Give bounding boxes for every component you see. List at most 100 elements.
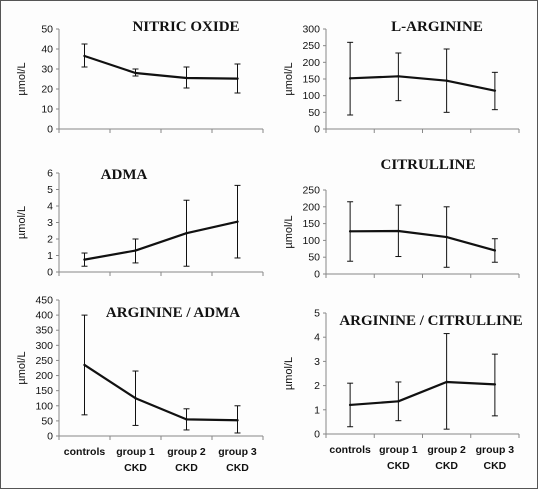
data-point bbox=[134, 71, 137, 75]
y-tick-label: 1 bbox=[314, 404, 320, 416]
chart-title: ADMA bbox=[101, 167, 148, 183]
data-point bbox=[445, 380, 448, 384]
data-point bbox=[236, 220, 239, 223]
data-point bbox=[185, 76, 188, 80]
y-tick-label: 200 bbox=[302, 201, 320, 213]
y-tick-label: 450 bbox=[35, 295, 53, 307]
y-tick-label: 5 bbox=[314, 308, 320, 320]
x-tick-label: group 3 bbox=[218, 446, 257, 458]
y-tick-label: 6 bbox=[47, 168, 53, 180]
data-point bbox=[397, 75, 400, 78]
data-point bbox=[134, 397, 137, 400]
data-point bbox=[348, 403, 352, 407]
y-tick-label: 100 bbox=[35, 400, 53, 412]
y-tick-label: 0 bbox=[47, 267, 53, 279]
chart-title: NITRIC OXIDE bbox=[132, 19, 239, 35]
x-tick-label: group 2 bbox=[167, 446, 206, 458]
y-tick-label: 3 bbox=[47, 217, 53, 229]
y-tick-label: 300 bbox=[302, 24, 320, 36]
data-point bbox=[236, 419, 239, 422]
series-line bbox=[350, 75, 496, 92]
x-tick-label: controls bbox=[329, 444, 371, 456]
data-point bbox=[348, 230, 352, 233]
y-tick-label: 250 bbox=[302, 185, 320, 197]
series-line bbox=[83, 364, 238, 422]
x-tick-label: CKD bbox=[226, 462, 249, 474]
y-tick-label: 250 bbox=[35, 355, 53, 367]
y-tick-label: 0 bbox=[314, 269, 320, 281]
y-axis-label: µmol/L bbox=[16, 206, 28, 239]
y-tick-label: 300 bbox=[35, 340, 53, 352]
y-axis-label: µmol/L bbox=[283, 215, 295, 248]
data-point bbox=[397, 229, 400, 233]
y-tick-label: 2 bbox=[314, 380, 320, 392]
x-tick-label: CKD bbox=[175, 462, 198, 474]
series-line bbox=[350, 380, 495, 407]
chart-panel: 0 50 100 150 200 250 µmol/L CITRULLINE bbox=[283, 157, 520, 281]
y-tick-label: 200 bbox=[35, 370, 53, 382]
data-point bbox=[445, 79, 448, 82]
y-tick-label: 1 bbox=[47, 250, 53, 262]
series-line bbox=[84, 220, 238, 261]
y-tick-label: 250 bbox=[302, 40, 320, 52]
y-tick-label: 50 bbox=[41, 415, 53, 427]
y-tick-label: 0 bbox=[47, 124, 53, 136]
x-tick-label: group 1 bbox=[379, 444, 418, 456]
chart-panel: 0 10 20 30 40 50 µmol/L NITRIC OXIDE bbox=[16, 19, 264, 136]
chart-panel: 0 1 2 3 4 5 6 µmol/L ADMA bbox=[16, 167, 264, 279]
series-line bbox=[84, 54, 238, 80]
y-tick-label: 100 bbox=[302, 90, 320, 102]
chart-panel: 0 50 100 150 200 250 300 350 400 450 µmol/L ARGININ… bbox=[16, 295, 264, 474]
data-point bbox=[185, 418, 188, 421]
y-tick-label: 150 bbox=[302, 218, 320, 230]
data-point bbox=[397, 400, 400, 403]
y-tick-label: 2 bbox=[47, 234, 53, 246]
y-axis-label: µmol/L bbox=[16, 62, 28, 95]
y-tick-label: 50 bbox=[308, 107, 320, 119]
y-axis-label: µmol/L bbox=[283, 62, 295, 95]
y-tick-label: 0 bbox=[47, 431, 53, 443]
y-tick-label: 400 bbox=[35, 310, 53, 322]
series-line bbox=[350, 229, 496, 252]
y-tick-label: 20 bbox=[41, 84, 53, 96]
x-tick-label: CKD bbox=[484, 460, 507, 472]
x-tick-label: CKD bbox=[124, 462, 147, 474]
data-point bbox=[134, 249, 137, 252]
data-point bbox=[185, 232, 188, 235]
data-point bbox=[493, 383, 497, 386]
y-tick-label: 10 bbox=[41, 104, 53, 116]
chart-title: L-ARGININE bbox=[391, 19, 483, 35]
chart-title: ARGININE / ADMA bbox=[106, 305, 240, 321]
data-point bbox=[445, 235, 448, 239]
x-tick-label: group 2 bbox=[427, 444, 466, 456]
x-tick-label: group 3 bbox=[476, 444, 515, 456]
y-tick-label: 4 bbox=[314, 332, 320, 344]
y-tick-label: 150 bbox=[35, 385, 53, 397]
y-axis-label: µmol/L bbox=[16, 351, 28, 384]
chart-title: CITRULLINE bbox=[380, 157, 475, 173]
data-point bbox=[83, 363, 86, 367]
x-tick-label: controls bbox=[64, 446, 106, 458]
chart-title: ARGININE / CITRULLINE bbox=[339, 313, 522, 329]
x-tick-label: CKD bbox=[435, 460, 458, 472]
data-point bbox=[348, 77, 352, 80]
y-tick-label: 4 bbox=[47, 201, 53, 213]
x-tick-label: group 1 bbox=[116, 446, 155, 458]
data-point bbox=[83, 258, 86, 261]
y-tick-label: 30 bbox=[41, 64, 53, 76]
data-point bbox=[236, 77, 239, 80]
y-tick-label: 0 bbox=[314, 124, 320, 136]
y-tick-label: 3 bbox=[314, 356, 320, 368]
data-point bbox=[493, 89, 497, 92]
y-axis-label: µmol/L bbox=[283, 357, 295, 390]
x-tick-label: CKD bbox=[387, 460, 410, 472]
y-tick-label: 40 bbox=[41, 44, 53, 56]
y-tick-label: 100 bbox=[302, 235, 320, 247]
y-tick-label: 50 bbox=[41, 24, 53, 36]
chart-panel: 0 1 2 3 4 5 µmol/L ARGININE / CITRULLINE control… bbox=[283, 308, 523, 473]
y-tick-label: 150 bbox=[302, 74, 320, 86]
y-tick-label: 350 bbox=[35, 325, 53, 337]
chart-panel: 0 50 100 150 200 250 300 µmol/L L-ARGININE bbox=[283, 19, 520, 136]
